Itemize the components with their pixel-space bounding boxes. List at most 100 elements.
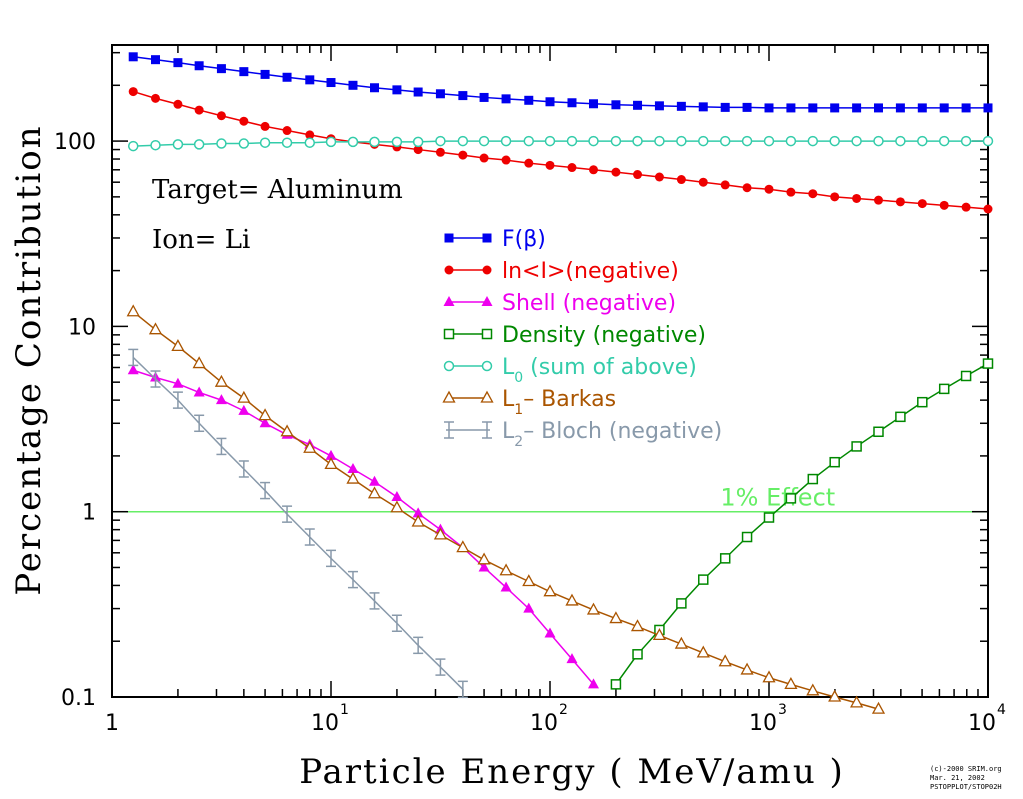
data-point xyxy=(589,165,599,175)
legend-label: Density (negative) xyxy=(502,323,706,348)
x-tick-exponent: 2 xyxy=(559,702,568,718)
data-point xyxy=(698,177,708,187)
data-point xyxy=(895,103,905,113)
data-point xyxy=(370,83,380,93)
data-point xyxy=(939,103,949,113)
data-point xyxy=(238,138,250,149)
data-point xyxy=(391,491,403,502)
data-point xyxy=(457,680,468,699)
data-point xyxy=(764,184,774,194)
y-axis-title: Percentage Contribution xyxy=(9,124,49,595)
data-point xyxy=(151,93,161,103)
data-point xyxy=(808,103,818,113)
data-point xyxy=(829,456,840,468)
data-point xyxy=(392,85,402,95)
data-point xyxy=(895,197,905,207)
data-point xyxy=(676,175,686,185)
data-point xyxy=(282,505,293,523)
data-point xyxy=(982,358,994,369)
data-point xyxy=(151,55,161,65)
data-point xyxy=(652,628,667,641)
x-tick-label: 10 xyxy=(749,711,777,736)
reference-layer: 1% Effect xyxy=(112,484,988,513)
data-point xyxy=(808,189,818,199)
data-point xyxy=(216,138,227,149)
y-tick-label: 10 xyxy=(68,315,96,340)
data-point xyxy=(457,135,469,147)
series-5 xyxy=(126,304,886,714)
data-point xyxy=(829,135,840,147)
data-point xyxy=(609,611,623,624)
data-point xyxy=(588,678,600,689)
data-point xyxy=(390,500,404,513)
x-tick-label: 1 xyxy=(105,711,119,736)
data-point xyxy=(501,155,511,165)
data-point xyxy=(960,370,972,382)
legend-label: F(β) xyxy=(502,227,546,252)
data-point xyxy=(654,172,664,182)
data-point xyxy=(260,121,270,131)
data-point xyxy=(411,514,425,527)
data-point xyxy=(150,139,161,151)
data-point xyxy=(807,135,819,147)
data-point xyxy=(742,102,752,112)
legend-label: ln<I>(negative) xyxy=(502,259,679,284)
legend-item-0: F(β) xyxy=(444,227,546,252)
data-point xyxy=(259,417,271,428)
data-point xyxy=(852,103,862,113)
legend-label: L2– Bloch (negative) xyxy=(502,419,722,450)
data-point xyxy=(500,581,512,592)
data-point xyxy=(698,102,708,112)
series-layer xyxy=(126,52,994,714)
data-point xyxy=(611,167,621,177)
data-point xyxy=(347,136,359,148)
series-line xyxy=(132,356,464,690)
data-point xyxy=(632,135,643,147)
data-point xyxy=(543,584,557,597)
y-tick-label: 1 xyxy=(82,501,96,526)
series-line xyxy=(132,369,595,685)
data-point xyxy=(239,116,249,126)
data-point xyxy=(305,130,315,140)
data-point xyxy=(282,126,292,136)
data-point xyxy=(481,296,493,306)
data-point xyxy=(741,135,753,147)
data-point xyxy=(443,296,455,306)
data-point xyxy=(785,135,797,147)
data-point xyxy=(325,136,337,148)
data-point xyxy=(720,102,730,112)
data-point xyxy=(456,540,470,553)
data-point xyxy=(481,328,493,340)
data-point xyxy=(545,160,555,170)
data-point xyxy=(850,695,864,708)
data-point xyxy=(148,322,163,335)
data-point xyxy=(193,139,205,150)
data-point xyxy=(305,75,315,85)
data-point xyxy=(258,408,272,421)
data-point xyxy=(630,619,645,632)
data-point xyxy=(194,105,204,115)
data-point xyxy=(566,135,578,147)
data-point xyxy=(304,528,315,546)
data-point xyxy=(479,92,489,102)
legend-label: L0 (sum of above) xyxy=(502,355,697,386)
data-point xyxy=(851,135,862,147)
data-point xyxy=(567,163,577,173)
data-point xyxy=(413,145,423,155)
data-point xyxy=(326,549,336,568)
data-point xyxy=(324,457,338,470)
data-point xyxy=(740,662,754,675)
x-tick-exponent: 1 xyxy=(340,702,349,718)
data-point xyxy=(458,91,468,101)
data-point xyxy=(523,602,535,613)
legend-item-5: L1– Barkas xyxy=(442,387,616,418)
data-point xyxy=(172,139,184,150)
data-point xyxy=(763,135,775,147)
data-point xyxy=(435,89,445,99)
data-point xyxy=(806,683,820,696)
data-point xyxy=(215,394,227,405)
data-point xyxy=(435,135,446,147)
credit-line-3: PSTOPPLOT/STOP02H xyxy=(930,783,1002,791)
data-point xyxy=(127,364,139,375)
